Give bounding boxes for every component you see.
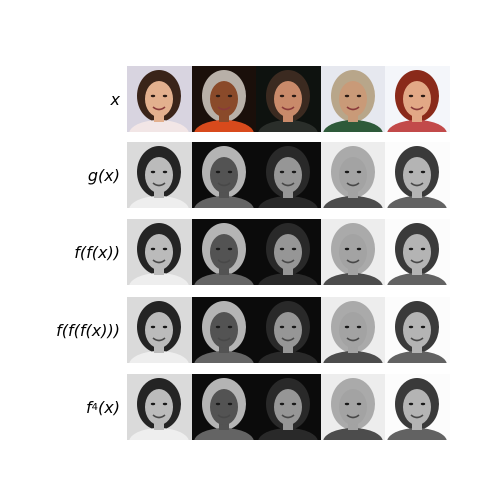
face-image-man-cap: [320, 66, 386, 132]
face-image-woman-dark-bg: [256, 297, 322, 363]
row-f-f-f-x: f(f(f(x))): [0, 297, 500, 363]
face-image-woman-dark-bob: [127, 374, 192, 440]
face-image-woman-dark-bob: [127, 297, 192, 363]
face-image-woman-dark-bob: [127, 142, 192, 208]
row-f4-x: f 4 (x): [0, 374, 500, 440]
row-label: f(f(f(x))): [56, 320, 120, 340]
face-image-man-cap: [320, 142, 386, 208]
face-image-woman-dark-bg: [256, 66, 322, 132]
face-image-woman-headwrap: [191, 142, 257, 208]
row-label: f(f(x)): [74, 242, 120, 262]
image-strip: [127, 66, 450, 132]
face-image-man-cap: [320, 374, 386, 440]
image-strip: [127, 142, 450, 208]
face-image-woman-headwrap: [191, 374, 257, 440]
image-strip: [127, 374, 450, 440]
face-image-woman-headwrap: [191, 66, 257, 132]
face-image-woman-dark-bob: [127, 219, 192, 285]
face-image-woman-dark-bg: [256, 142, 322, 208]
face-image-man-cap: [320, 297, 386, 363]
row-g-x: g(x): [0, 142, 500, 208]
row-label: g(x): [87, 165, 120, 185]
face-image-woman-red-hair: [385, 142, 450, 208]
row-label: f 4 (x): [86, 397, 120, 417]
image-strip: [127, 297, 450, 363]
face-image-woman-headwrap: [191, 219, 257, 285]
face-image-woman-dark-bg: [256, 219, 322, 285]
face-image-man-cap: [320, 219, 386, 285]
row-label: x: [110, 89, 120, 109]
face-image-woman-red-hair: [385, 66, 450, 132]
image-strip: [127, 219, 450, 285]
face-image-woman-red-hair: [385, 374, 450, 440]
face-image-woman-red-hair: [385, 219, 450, 285]
face-image-woman-dark-bob: [127, 66, 192, 132]
face-image-woman-headwrap: [191, 297, 257, 363]
face-image-woman-dark-bg: [256, 374, 322, 440]
row-f-f-x: f(f(x)): [0, 219, 500, 285]
face-image-woman-red-hair: [385, 297, 450, 363]
row-x: x: [0, 66, 500, 132]
